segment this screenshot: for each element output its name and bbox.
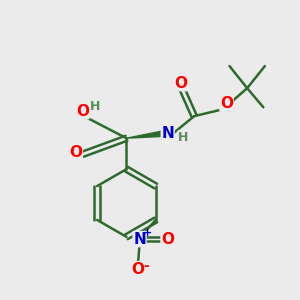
Text: H: H xyxy=(178,131,188,144)
Text: O: O xyxy=(174,76,188,91)
Text: N: N xyxy=(161,126,174,141)
Text: H: H xyxy=(90,100,100,113)
Text: +: + xyxy=(143,228,152,238)
Text: N: N xyxy=(133,232,146,247)
Polygon shape xyxy=(126,131,162,138)
Text: O: O xyxy=(69,146,82,160)
Text: O: O xyxy=(161,232,174,247)
Text: -: - xyxy=(143,259,149,273)
Text: O: O xyxy=(220,96,233,111)
Text: O: O xyxy=(76,103,89,118)
Text: O: O xyxy=(132,262,145,277)
